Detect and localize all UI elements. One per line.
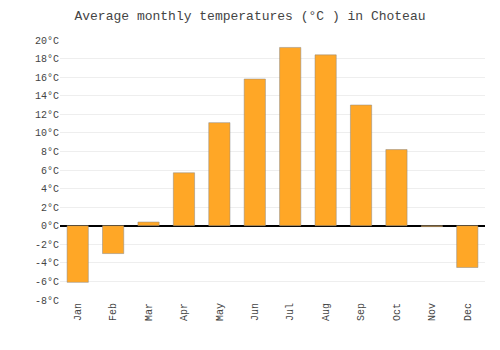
- svg-text:2°C: 2°C: [41, 203, 59, 214]
- svg-text:14°C: 14°C: [35, 91, 59, 102]
- svg-text:Jan: Jan: [73, 303, 84, 321]
- svg-text:-8°C: -8°C: [35, 296, 59, 307]
- svg-text:Nov: Nov: [427, 303, 438, 321]
- svg-text:Dec: Dec: [463, 303, 474, 321]
- svg-text:Jul: Jul: [285, 303, 296, 321]
- svg-text:Apr: Apr: [179, 303, 190, 321]
- svg-text:12°C: 12°C: [35, 110, 59, 121]
- svg-text:Oct: Oct: [392, 303, 403, 321]
- svg-text:4°C: 4°C: [41, 184, 59, 195]
- svg-text:6°C: 6°C: [41, 166, 59, 177]
- svg-text:Jun: Jun: [250, 303, 261, 321]
- svg-text:8°C: 8°C: [41, 147, 59, 158]
- svg-text:20°C: 20°C: [35, 36, 59, 47]
- svg-text:Average monthly temperatures (: Average monthly temperatures (°C ) in Ch…: [74, 9, 425, 24]
- svg-text:10°C: 10°C: [35, 128, 59, 139]
- svg-text:Mar: Mar: [144, 303, 155, 321]
- svg-text:-6°C: -6°C: [35, 277, 59, 288]
- svg-text:Sep: Sep: [356, 303, 367, 321]
- svg-text:May: May: [215, 303, 226, 321]
- svg-text:-4°C: -4°C: [35, 258, 59, 269]
- svg-text:18°C: 18°C: [35, 54, 59, 65]
- svg-text:0°C: 0°C: [41, 221, 59, 232]
- svg-text:-2°C: -2°C: [35, 240, 59, 251]
- svg-text:Aug: Aug: [321, 303, 332, 321]
- svg-text:Feb: Feb: [108, 303, 119, 321]
- svg-text:16°C: 16°C: [35, 73, 59, 84]
